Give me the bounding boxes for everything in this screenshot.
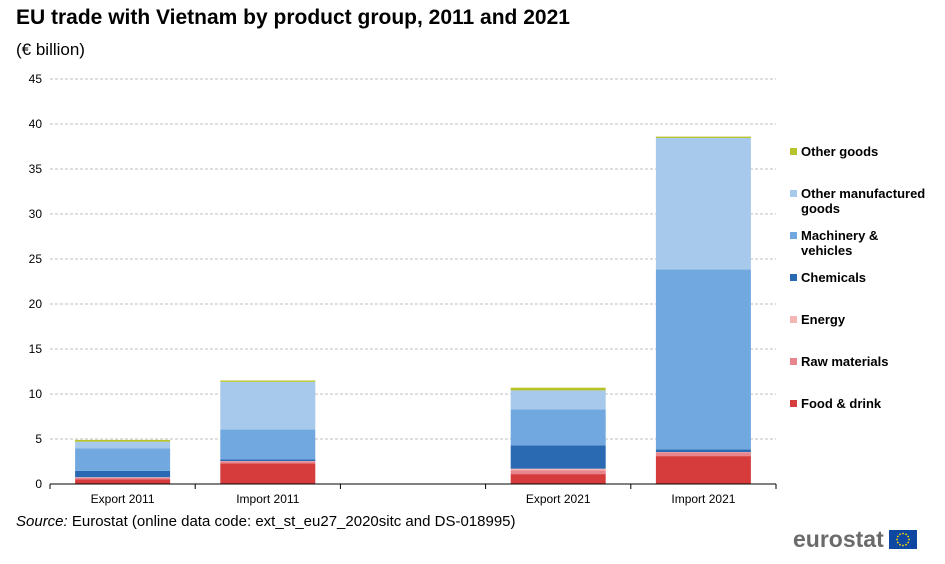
legend-swatch — [790, 400, 797, 407]
bar-segment — [655, 136, 751, 138]
flag-star — [898, 533, 901, 536]
gridlines — [50, 78, 776, 440]
bar-segment — [655, 269, 751, 450]
y-tick-label: 45 — [29, 72, 43, 86]
flag-star — [907, 535, 909, 538]
x-tick-label: Export 2021 — [526, 492, 591, 506]
bar-segment — [510, 445, 606, 469]
bar-segment — [510, 470, 606, 475]
logo-text: eurostat — [793, 526, 884, 552]
chart-title: EU trade with Vietnam by product group, … — [16, 6, 570, 29]
y-tick-label: 5 — [35, 432, 42, 446]
legend-swatch — [790, 190, 797, 197]
x-tick-label: Export 2011 — [91, 492, 155, 506]
legend-swatch — [790, 148, 797, 155]
legend-label: Chemicals — [801, 270, 866, 285]
source-label: Source: — [16, 513, 68, 530]
bar-segment — [220, 429, 316, 460]
legend-label: Energy — [801, 312, 846, 327]
source-note: Source: Eurostat (online data code: ext_… — [16, 513, 516, 530]
legend-swatch — [790, 274, 797, 281]
flag-star — [898, 543, 901, 546]
legend-label: Food & drink — [801, 396, 882, 411]
x-tick-label: Import 2011 — [236, 492, 299, 506]
bar-segment — [655, 452, 751, 457]
flag-star — [896, 535, 899, 538]
bar-segment — [75, 439, 171, 442]
legend-swatch — [790, 358, 797, 365]
bar-segment — [510, 468, 606, 471]
x-tick-label: Import 2021 — [671, 492, 735, 506]
y-tick-label: 30 — [29, 207, 43, 221]
bar-segment — [75, 470, 171, 478]
bar-segment — [75, 477, 171, 480]
bar-segment — [655, 449, 751, 453]
chart-unit: (€ billion) — [16, 40, 85, 59]
legend-label: Other goods — [801, 144, 878, 159]
flag-star — [904, 543, 907, 546]
bar-segment — [75, 441, 171, 449]
y-tick-label: 15 — [29, 342, 43, 356]
bar-segment — [75, 448, 171, 471]
flag-star — [896, 541, 899, 544]
bar-segment — [220, 459, 316, 462]
bar-segment — [510, 387, 606, 391]
bar-segment — [220, 381, 316, 430]
bars — [75, 136, 751, 484]
source-text: Eurostat (online data code: ext_st_eu27_… — [71, 513, 516, 530]
bar-segment — [75, 479, 171, 484]
y-tick-label: 0 — [35, 477, 42, 491]
legend-swatch — [790, 232, 797, 239]
bar-segment — [510, 390, 606, 410]
y-tick-label: 10 — [29, 387, 43, 401]
legend-label: Raw materials — [801, 354, 888, 369]
y-tick-label: 40 — [29, 117, 43, 131]
eu-flag-icon — [888, 530, 917, 549]
bar-segment — [220, 380, 316, 382]
bar-segment — [220, 461, 316, 464]
eurostat-logo: eurostat — [793, 526, 917, 553]
flag-star — [907, 538, 910, 541]
legend: Other goods Other manufactured goods Machin… — [790, 144, 925, 411]
flag-star — [901, 532, 904, 535]
legend-swatch — [790, 316, 797, 323]
bar-segment — [510, 409, 606, 446]
flag-star — [895, 538, 898, 541]
y-tick-label: 25 — [29, 252, 43, 266]
legend-label: Machinery & vehicles — [801, 228, 878, 258]
flag-star — [901, 544, 904, 547]
bar-segment — [510, 474, 606, 484]
bar-segment — [655, 456, 751, 484]
y-tick-label: 20 — [29, 297, 43, 311]
y-tick-label: 35 — [29, 162, 43, 176]
axes: 0 5 10 15 20 25 30 35 40 45 Export 2011 Import 2011… — [29, 72, 777, 506]
stacked-bar-chart: 0 5 10 15 20 25 30 35 40 45 Export 2011 Import 2011… — [29, 72, 926, 506]
bar-segment — [220, 463, 316, 484]
flag-star — [907, 541, 909, 544]
flag-star — [904, 533, 907, 536]
legend-label: Other manufactured goods — [801, 186, 925, 216]
bar-segment — [655, 137, 751, 270]
